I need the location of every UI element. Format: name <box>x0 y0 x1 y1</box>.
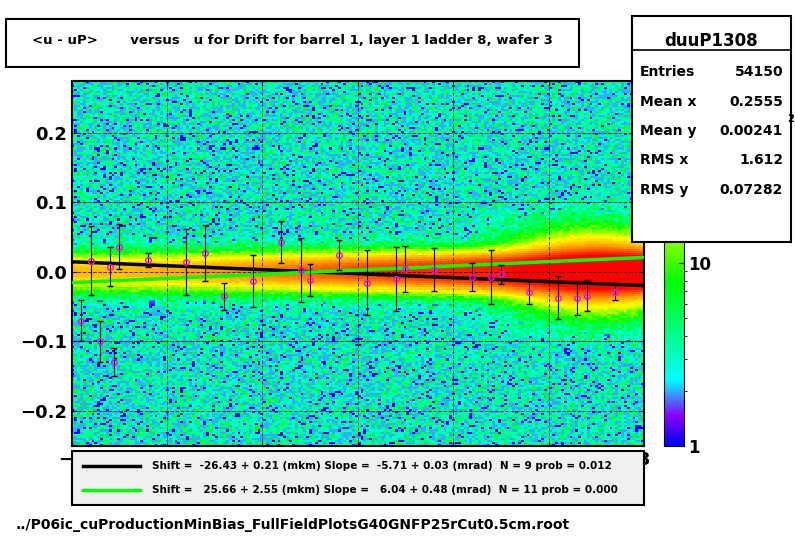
Text: Shift =   25.66 + 2.55 (mkm) Slope =   6.04 + 0.48 (mrad)  N = 11 prob = 0.000: Shift = 25.66 + 2.55 (mkm) Slope = 6.04 … <box>152 485 618 495</box>
Text: Entries: Entries <box>640 66 695 79</box>
Text: 0.2555: 0.2555 <box>729 95 783 109</box>
Text: <u - uP>       versus   u for Drift for barrel 1, layer 1 ladder 8, wafer 3: <u - uP> versus u for Drift for barrel 1… <box>32 34 553 47</box>
Text: 54150: 54150 <box>735 66 783 79</box>
Text: 0.00241: 0.00241 <box>719 124 783 138</box>
Text: 0.07282: 0.07282 <box>719 183 783 197</box>
Text: RMS x: RMS x <box>640 154 688 168</box>
Text: 1.612: 1.612 <box>739 154 783 168</box>
Text: RMS y: RMS y <box>640 183 688 197</box>
Text: Mean x: Mean x <box>640 95 696 109</box>
Text: 2: 2 <box>787 114 793 125</box>
Text: Mean y: Mean y <box>640 124 696 138</box>
Text: duuP1308: duuP1308 <box>665 32 758 50</box>
Text: ../P06ic_cuProductionMinBias_FullFieldPlotsG40GNFP25rCut0.5cm.root: ../P06ic_cuProductionMinBias_FullFieldPl… <box>16 518 570 532</box>
Text: Shift =  -26.43 + 0.21 (mkm) Slope =  -5.71 + 0.03 (mrad)  N = 9 prob = 0.012: Shift = -26.43 + 0.21 (mkm) Slope = -5.7… <box>152 461 611 470</box>
